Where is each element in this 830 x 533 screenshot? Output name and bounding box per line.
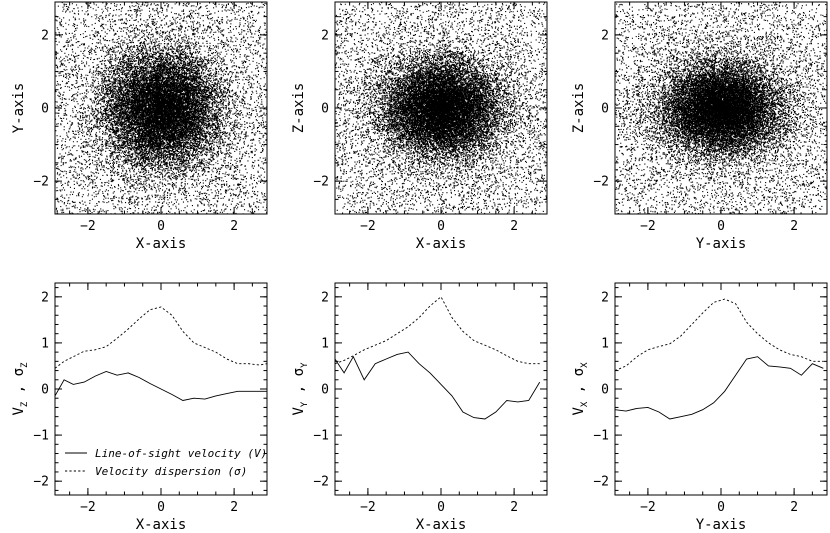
- dispersion-line: [335, 297, 540, 364]
- scatter-points: [55, 2, 268, 215]
- x-tick-label: −2: [80, 500, 96, 515]
- y-tick-label: 2: [601, 28, 609, 43]
- y-axis-label: Z-axis: [291, 83, 307, 134]
- x-tick-label: 0: [717, 219, 725, 234]
- x-tick-label: 0: [157, 500, 165, 515]
- x-axis-label: X-axis: [136, 236, 187, 252]
- dispersion-line: [55, 307, 267, 368]
- legend-label: Line-of-sight velocity (V): [95, 447, 267, 460]
- legend: Line-of-sight velocity (V) Velocity dispe…: [65, 447, 267, 478]
- y-axis-label: VY , σY: [291, 362, 310, 416]
- panel-bottom-right: −2 0 2 −2 −1 0 1 2 Y-axis VX , σX: [571, 283, 827, 533]
- y-tick-label: 0: [321, 383, 329, 398]
- y-tick-label: −2: [593, 475, 609, 490]
- x-tick-label: −2: [360, 500, 376, 515]
- scatter-points: [615, 2, 828, 215]
- y-tick-label: −1: [313, 429, 329, 444]
- y-tick-label: 2: [41, 290, 49, 305]
- x-tick-label: 0: [717, 500, 725, 515]
- y-tick-label: 1: [41, 336, 49, 351]
- velocity-line: [55, 372, 267, 401]
- y-tick-label: 0: [41, 102, 49, 117]
- y-tick-label: −2: [313, 175, 329, 190]
- panel-bottom-middle: −2 0 2 −2 −1 0 1 2 X-axis VY , σY: [291, 283, 547, 533]
- scatter-points: [335, 2, 548, 215]
- x-tick-label: 2: [230, 219, 238, 234]
- x-tick-label: −2: [640, 219, 656, 234]
- velocity-line: [335, 352, 540, 419]
- y-tick-label: −1: [593, 429, 609, 444]
- x-tick-label: 2: [510, 500, 518, 515]
- plot-frame: [615, 283, 827, 495]
- x-tick-label: 2: [790, 500, 798, 515]
- y-tick-label: 2: [321, 290, 329, 305]
- y-tick-label: 0: [601, 102, 609, 117]
- y-axis-label: Z-axis: [571, 83, 587, 134]
- x-axis-label: X-axis: [416, 517, 467, 533]
- y-tick-label: −2: [313, 475, 329, 490]
- y-axis-label: VX , σX: [571, 362, 590, 416]
- y-tick-label: −2: [33, 475, 49, 490]
- panel-top-middle: −2 0 2 −2 0 2 X-axis Z-axis: [291, 2, 548, 252]
- y-tick-label: 0: [41, 383, 49, 398]
- x-axis-label: Y-axis: [696, 517, 747, 533]
- panel-bottom-left: −2 0 2 −2 −1 0 1 2 X-axis VZ , σZ Line-of-sight ve…: [11, 283, 267, 533]
- x-tick-label: 0: [437, 500, 445, 515]
- x-tick-label: 2: [790, 219, 798, 234]
- y-axis-label: Y-axis: [11, 83, 27, 134]
- velocity-line: [615, 357, 823, 419]
- y-tick-label: 1: [321, 336, 329, 351]
- x-axis-label: X-axis: [416, 236, 467, 252]
- y-tick-label: 0: [601, 383, 609, 398]
- panel-top-left: −2 0 2 −2 0 2 X-axis Y-axis: [11, 2, 268, 252]
- dispersion-line: [615, 299, 823, 371]
- x-axis-label: X-axis: [136, 517, 187, 533]
- y-tick-label: 0: [321, 102, 329, 117]
- y-tick-label: −2: [593, 175, 609, 190]
- plot-frame: [335, 283, 547, 495]
- x-tick-label: −2: [640, 500, 656, 515]
- y-tick-label: −2: [33, 175, 49, 190]
- x-tick-label: 0: [437, 219, 445, 234]
- x-tick-label: 2: [230, 500, 238, 515]
- x-tick-label: −2: [80, 219, 96, 234]
- x-tick-label: 2: [510, 219, 518, 234]
- legend-label: Velocity dispersion (σ): [95, 465, 247, 478]
- y-tick-label: 2: [601, 290, 609, 305]
- x-axis-label: Y-axis: [696, 236, 747, 252]
- y-tick-label: −1: [33, 429, 49, 444]
- y-tick-label: 2: [321, 28, 329, 43]
- y-tick-label: 2: [41, 28, 49, 43]
- x-tick-label: −2: [360, 219, 376, 234]
- y-axis-label: VZ , σZ: [11, 362, 30, 416]
- panel-top-right: −2 0 2 −2 0 2 Y-axis Z-axis: [571, 2, 828, 252]
- y-tick-label: 1: [601, 336, 609, 351]
- x-tick-label: 0: [157, 219, 165, 234]
